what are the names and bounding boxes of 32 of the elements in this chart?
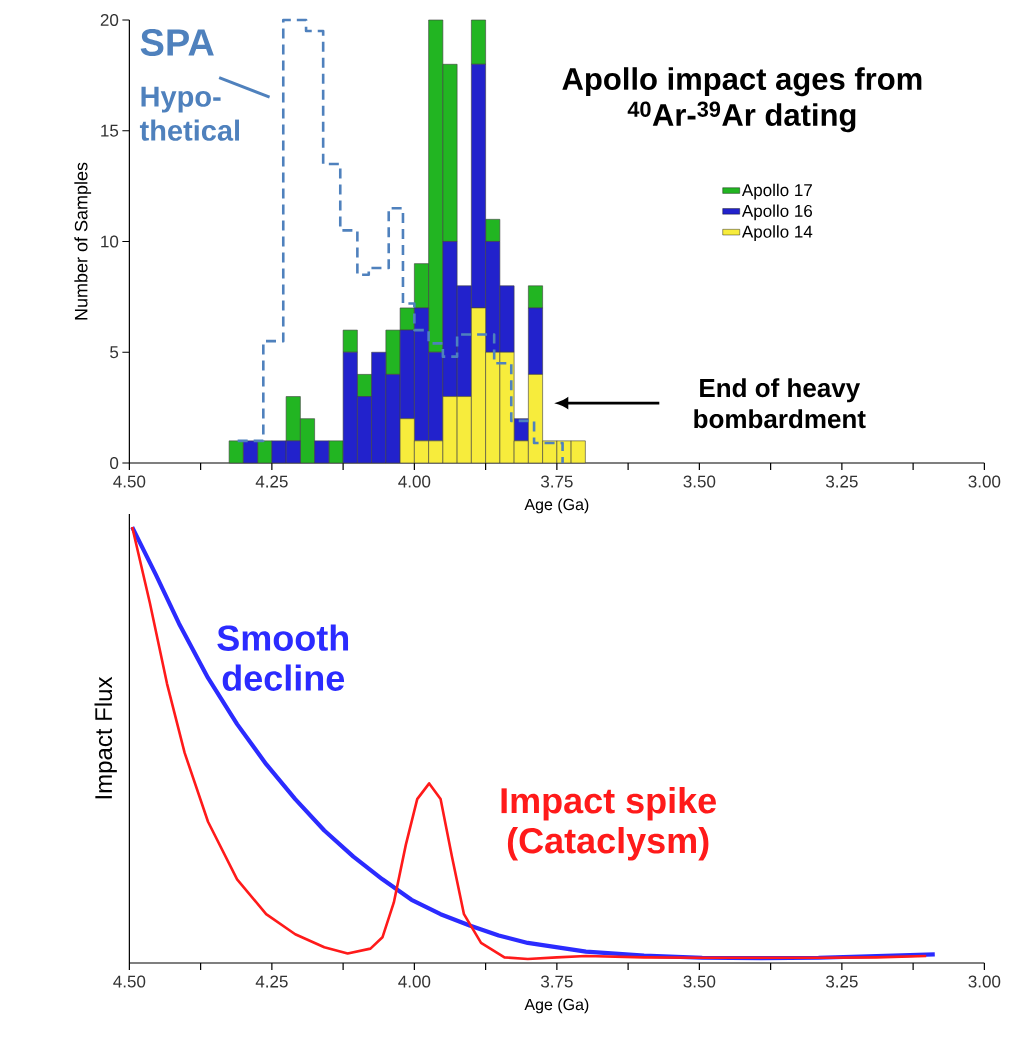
x-tick-label: 3.00 (968, 475, 1001, 488)
y-axis-title: Number of Samples (74, 162, 91, 320)
series-label: Smooth decline (217, 624, 348, 691)
series-label: Impact spike (Cataclysm) (501, 787, 716, 861)
x-tick-label: 4.25 (255, 975, 288, 988)
annotation: Hypo-thetical (139, 86, 239, 141)
y-tick-label: 15 (101, 124, 118, 137)
x-tick-label: 4.25 (255, 475, 288, 488)
x-tick-label: 3.25 (825, 975, 858, 988)
x-tick-label: 3.00 (968, 975, 1001, 988)
legend-label: Apollo 16 (741, 204, 812, 221)
x-tick-label: 4.00 (398, 975, 431, 988)
x-tick-label: 3.50 (683, 975, 716, 988)
y-tick-label: 0 (109, 456, 118, 470)
y-tick-label: 20 (100, 13, 118, 27)
x-axis-title: Age (Ga) (524, 498, 589, 514)
annotation: End of heavy bombardment (694, 378, 866, 429)
x-tick-label: 4.00 (398, 475, 431, 488)
legend-label: Apollo 17 (741, 183, 812, 200)
y-tick-label: 10 (101, 235, 118, 248)
x-tick-label: 3.75 (540, 975, 573, 988)
x-tick-label: 3.25 (825, 475, 858, 488)
x-tick-label: 4.50 (113, 475, 146, 488)
y-axis-title: Impact Flux (94, 676, 117, 799)
x-tick-label: 3.75 (540, 475, 573, 488)
text: Apollo impact ages from $^{40}$Ar-$^{39}$Ar dating (562, 67, 922, 133)
x-tick-label: 3.50 (683, 475, 716, 488)
annotation: SPA (140, 29, 214, 56)
x-tick-label: 4.50 (113, 975, 146, 988)
x-axis-title: Age (Ga) (524, 998, 589, 1014)
y-tick-label: 5 (109, 346, 118, 359)
legend-label: Apollo 14 (741, 225, 813, 242)
